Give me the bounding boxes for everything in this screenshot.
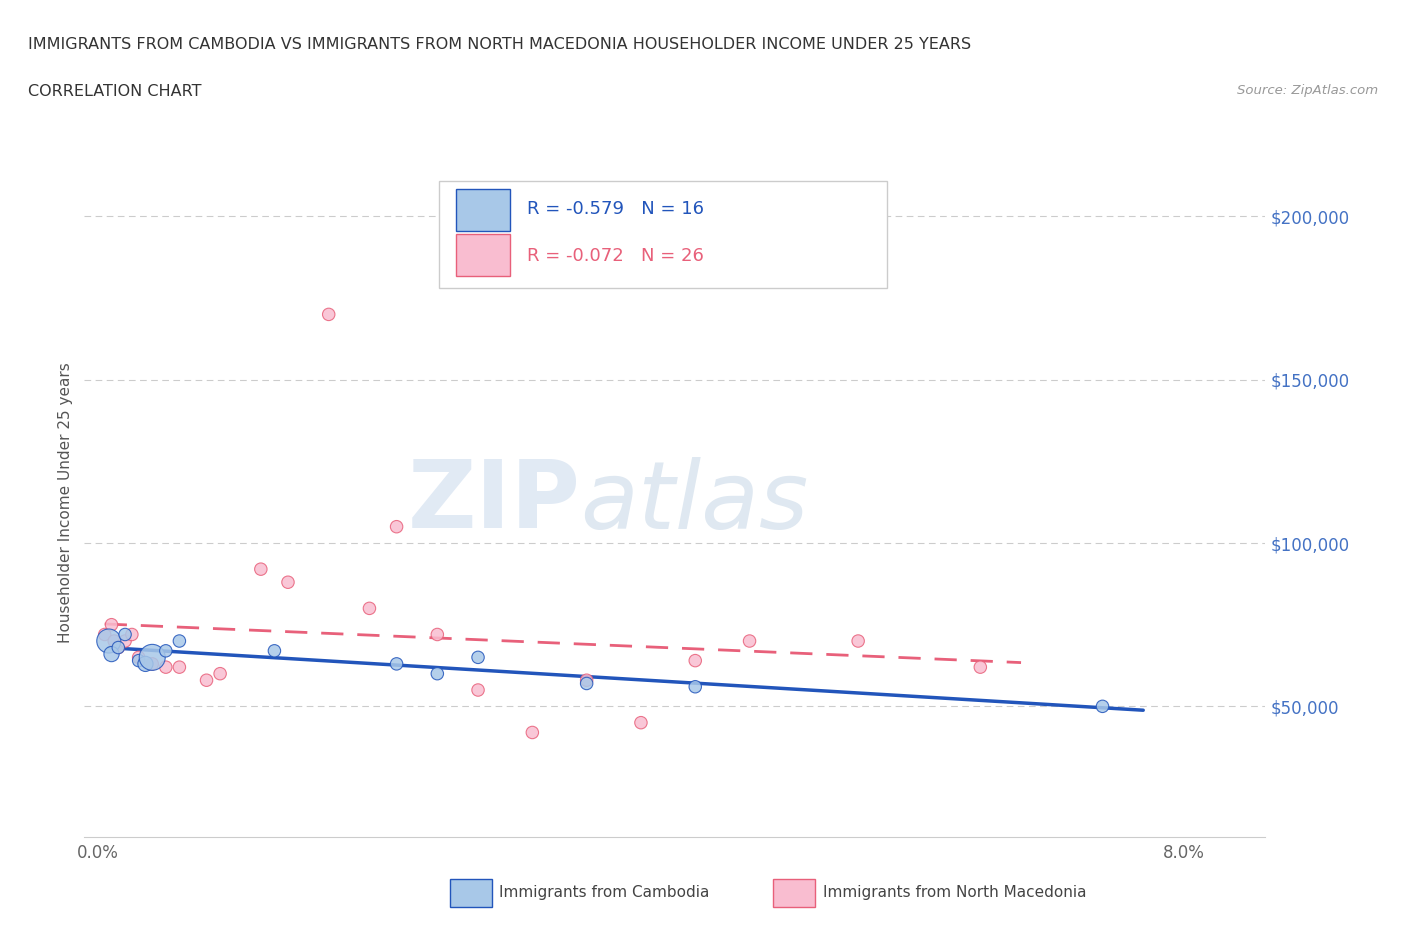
Point xyxy=(107,640,129,655)
Point xyxy=(134,657,156,671)
Point xyxy=(121,627,143,642)
Point xyxy=(114,627,136,642)
Point xyxy=(522,725,544,740)
Point xyxy=(250,562,273,577)
Point xyxy=(155,659,177,674)
Point xyxy=(103,633,125,648)
Point xyxy=(359,601,381,616)
Point xyxy=(128,650,150,665)
Point xyxy=(100,618,122,632)
Point xyxy=(630,715,652,730)
Y-axis label: Householder Income Under 25 years: Householder Income Under 25 years xyxy=(58,362,73,643)
Point xyxy=(318,307,340,322)
Point xyxy=(467,650,489,665)
Point xyxy=(277,575,299,590)
Text: atlas: atlas xyxy=(581,457,808,548)
Point xyxy=(1091,699,1114,714)
Point xyxy=(426,627,449,642)
Point xyxy=(263,644,285,658)
Point xyxy=(385,657,408,671)
Point xyxy=(128,653,150,668)
Point xyxy=(114,633,136,648)
Point xyxy=(209,666,232,681)
Point xyxy=(467,683,489,698)
Point xyxy=(426,666,449,681)
Point xyxy=(575,676,598,691)
Point xyxy=(385,519,408,534)
Point xyxy=(100,646,122,661)
Bar xyxy=(457,190,509,231)
Text: Immigrants from North Macedonia: Immigrants from North Macedonia xyxy=(823,885,1085,900)
Point xyxy=(195,672,218,687)
Point xyxy=(683,679,706,694)
Text: R = -0.072   N = 26: R = -0.072 N = 26 xyxy=(527,246,704,265)
Point xyxy=(141,657,163,671)
Point xyxy=(575,672,598,687)
Point xyxy=(969,659,991,674)
Point xyxy=(169,633,191,648)
Point xyxy=(97,633,120,648)
Point xyxy=(107,640,129,655)
Text: Immigrants from Cambodia: Immigrants from Cambodia xyxy=(499,885,710,900)
Text: Source: ZipAtlas.com: Source: ZipAtlas.com xyxy=(1237,84,1378,97)
Point xyxy=(155,644,177,658)
Point xyxy=(846,633,869,648)
FancyBboxPatch shape xyxy=(439,180,887,288)
Text: R = -0.579   N = 16: R = -0.579 N = 16 xyxy=(527,200,704,218)
Bar xyxy=(457,234,509,276)
Point xyxy=(93,627,115,642)
Point xyxy=(141,650,163,665)
Point xyxy=(738,633,761,648)
Text: IMMIGRANTS FROM CAMBODIA VS IMMIGRANTS FROM NORTH MACEDONIA HOUSEHOLDER INCOME U: IMMIGRANTS FROM CAMBODIA VS IMMIGRANTS F… xyxy=(28,37,972,52)
Point xyxy=(683,653,706,668)
Point xyxy=(169,659,191,674)
Text: ZIP: ZIP xyxy=(408,457,581,548)
Text: CORRELATION CHART: CORRELATION CHART xyxy=(28,84,201,99)
